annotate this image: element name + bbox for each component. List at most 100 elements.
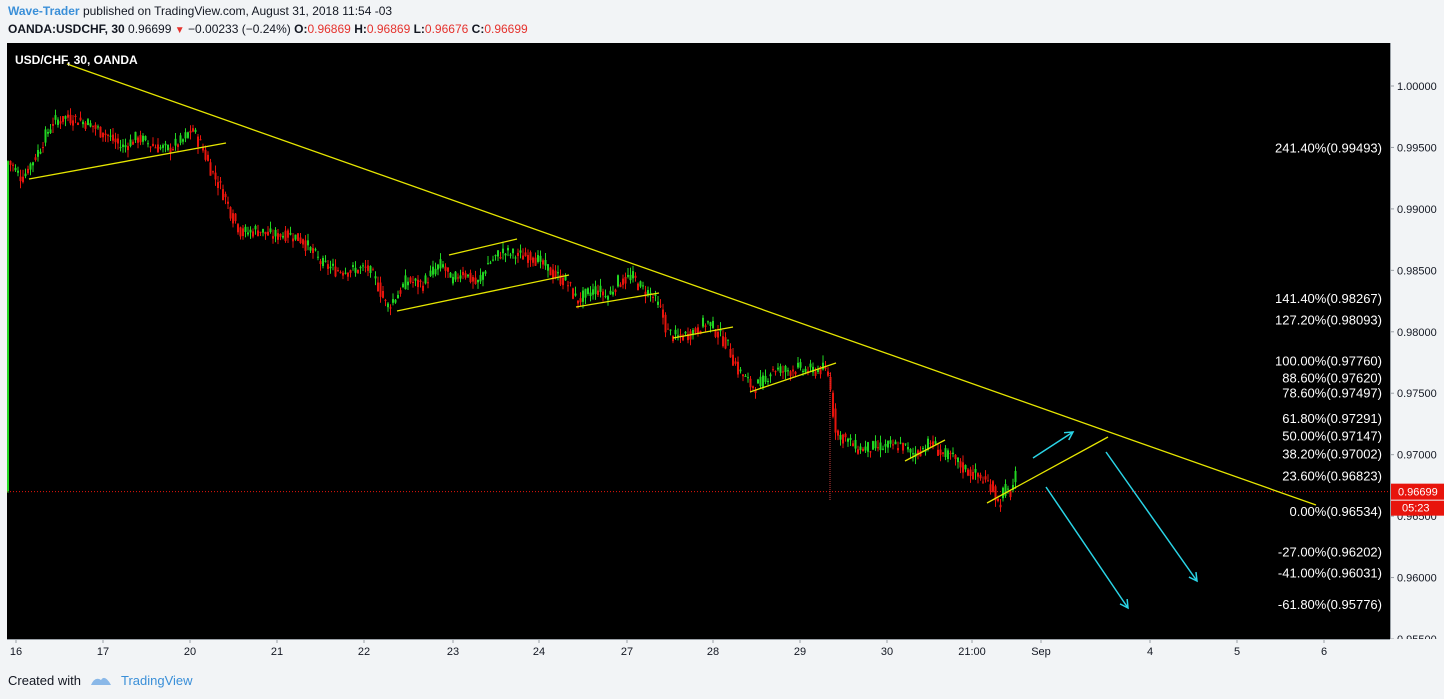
candle-body bbox=[307, 240, 309, 246]
candle-body bbox=[529, 252, 532, 261]
fib-level-label: -27.00%(0.96202) bbox=[1278, 545, 1382, 560]
candle-body bbox=[837, 430, 839, 436]
candle-body bbox=[799, 362, 802, 368]
tradingview-logo-icon bbox=[90, 677, 111, 685]
trendline bbox=[575, 292, 660, 308]
candle-body bbox=[844, 433, 847, 438]
candle-body bbox=[404, 275, 407, 290]
open-label: O: bbox=[294, 22, 308, 36]
chart-canvas[interactable]: 241.40%(0.99493) 141.40%(0.98267) 127.20%(… bbox=[7, 43, 1390, 639]
candle-body bbox=[659, 305, 662, 307]
candle-body bbox=[87, 119, 89, 126]
fib-level-label: -61.80%(0.95776) bbox=[1278, 597, 1382, 612]
candle-body bbox=[827, 371, 829, 376]
trendline bbox=[448, 238, 518, 256]
candle-body bbox=[512, 248, 514, 254]
candle-body bbox=[219, 181, 222, 183]
candle-body bbox=[949, 452, 952, 455]
time-tick-label: Sep bbox=[1031, 646, 1051, 658]
candle-body bbox=[457, 277, 459, 279]
candle-body bbox=[612, 291, 614, 295]
candle-body bbox=[664, 314, 667, 333]
candle-body bbox=[447, 267, 449, 272]
time-tick-label: 21 bbox=[271, 646, 283, 658]
publish-header: Wave-Trader published on TradingView.com… bbox=[8, 3, 392, 20]
candle-body bbox=[42, 147, 44, 149]
tradingview-link[interactable]: TradingView bbox=[120, 673, 193, 688]
candle-body bbox=[577, 300, 579, 304]
candle-body bbox=[174, 138, 177, 146]
price-tick-label: 0.97000 bbox=[1397, 450, 1437, 462]
chart-area[interactable]: 241.40%(0.99493) 141.40%(0.98267) 127.20%(… bbox=[7, 43, 1390, 639]
candle-body bbox=[57, 119, 59, 125]
candle-body bbox=[434, 268, 437, 275]
candle-body bbox=[454, 271, 457, 280]
candle-body bbox=[162, 145, 164, 148]
candle-body bbox=[117, 138, 119, 144]
published-text: published on TradingView.com, August 31,… bbox=[82, 4, 393, 18]
candle-body bbox=[687, 333, 689, 341]
candle-body bbox=[614, 289, 617, 292]
candle-body bbox=[672, 335, 674, 342]
candle-body bbox=[592, 289, 594, 295]
price-tick-label: 0.98000 bbox=[1397, 327, 1437, 339]
candle-body bbox=[709, 322, 712, 327]
candle-body bbox=[164, 143, 167, 146]
quote-last: 0.96699 bbox=[128, 22, 172, 36]
price-tick-label: 0.99500 bbox=[1397, 142, 1437, 154]
time-tick-label: 5 bbox=[1234, 646, 1240, 658]
low-value: 0.96676 bbox=[424, 22, 469, 36]
candle-body bbox=[582, 290, 584, 302]
candle-body bbox=[387, 303, 389, 308]
candle-body bbox=[354, 267, 357, 273]
candle-body bbox=[667, 328, 669, 330]
candle-body bbox=[137, 137, 139, 143]
candle-body bbox=[464, 273, 467, 278]
countdown-tag bbox=[1391, 500, 1444, 516]
price-axis[interactable]: 0.955000.960000.965000.970000.975000.980… bbox=[1390, 43, 1444, 646]
candle-body bbox=[757, 379, 759, 384]
candle-body bbox=[779, 366, 782, 373]
candle-body bbox=[412, 281, 414, 283]
candle-body bbox=[772, 369, 774, 371]
candle-body bbox=[324, 260, 327, 262]
candle-body bbox=[29, 163, 32, 170]
candle-body bbox=[654, 294, 657, 296]
author-link[interactable]: Wave-Trader bbox=[8, 4, 80, 18]
candle-body bbox=[492, 259, 494, 261]
candle-body bbox=[609, 290, 612, 295]
candle-body bbox=[77, 122, 79, 125]
candle-body bbox=[94, 124, 97, 129]
time-axis[interactable]: 16 17 20 21 22 23 24 27 28 29 30 21:00 Sep 4 5 6 bbox=[7, 639, 1390, 662]
candle-body bbox=[74, 115, 77, 117]
projection-arrow bbox=[1105, 451, 1198, 582]
candle-body bbox=[979, 474, 982, 479]
high-label: H: bbox=[354, 22, 367, 36]
candle-body bbox=[154, 147, 157, 149]
candle-body bbox=[139, 135, 142, 143]
candle-body bbox=[112, 134, 114, 141]
candle-body bbox=[747, 377, 749, 379]
down-arrow-icon: ▼ bbox=[174, 25, 185, 36]
time-axis-canvas[interactable]: 16 17 20 21 22 23 24 27 28 29 30 21:00 Sep 4 5 6 bbox=[7, 639, 1390, 662]
candle-body bbox=[524, 252, 527, 257]
price-axis-canvas[interactable]: 0.955000.960000.965000.970000.975000.980… bbox=[1390, 43, 1444, 646]
candle-body bbox=[149, 146, 152, 148]
candle-body bbox=[972, 471, 974, 480]
candle-body bbox=[547, 264, 549, 271]
fib-level-label: 0.00%(0.96534) bbox=[1289, 504, 1382, 519]
candle-body bbox=[704, 325, 707, 327]
candle-body bbox=[102, 132, 104, 138]
candle-body bbox=[694, 328, 697, 333]
candle-body bbox=[937, 449, 939, 456]
candle-body bbox=[732, 354, 734, 366]
candle-body bbox=[692, 329, 694, 336]
candle-body bbox=[22, 176, 24, 183]
candle-body bbox=[887, 441, 889, 448]
candle-body bbox=[229, 207, 232, 219]
candle-body bbox=[409, 277, 412, 283]
candle-body bbox=[1014, 470, 1017, 483]
candle-body bbox=[924, 450, 927, 452]
candle-body bbox=[54, 115, 57, 120]
candle-body bbox=[992, 481, 994, 492]
